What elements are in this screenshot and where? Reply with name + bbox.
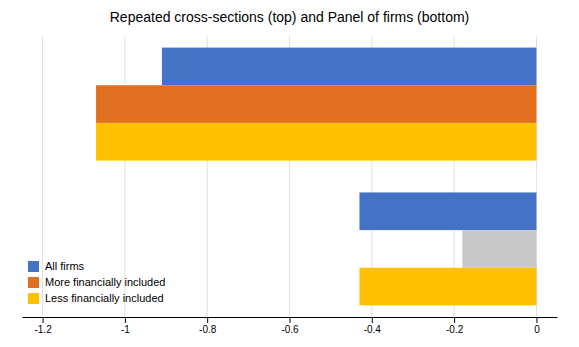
legend: All firms More financially included Less f… [28, 260, 165, 304]
tick-mark [125, 317, 126, 323]
grid-line [42, 36, 43, 317]
legend-label: Less financially included [45, 292, 164, 304]
bar [162, 48, 537, 86]
bar [462, 230, 536, 268]
bar [96, 123, 536, 161]
bars [96, 48, 536, 306]
tick-label: -0.2 [446, 324, 464, 335]
tick-mark [207, 317, 208, 323]
tick-label: -0.4 [364, 324, 382, 335]
legend-item: Less financially included [28, 292, 164, 304]
x-axis: -1.2 -1 -0.8 -0.6 -0.4 -0.2 0 [23, 317, 558, 335]
tick-mark [454, 317, 455, 323]
chart: Repeated cross-sections (top) and Panel … [0, 0, 579, 347]
grid [43, 36, 537, 317]
tick-label: -1.2 [34, 324, 52, 335]
title: Repeated cross-sections (top) and Panel … [110, 9, 470, 25]
tick: -1 [121, 317, 130, 335]
grid-line [124, 36, 125, 317]
tick: -1.2 [34, 317, 52, 335]
legend-label: All firms [45, 260, 85, 272]
plot: -1.2 -1 -0.8 -0.6 -0.4 -0.2 0 All firms More fin… [23, 36, 558, 335]
legend-label: More financially included [45, 276, 165, 288]
legend-item: More financially included [28, 276, 165, 288]
bar [359, 268, 536, 306]
tick-label: -0.6 [281, 324, 299, 335]
tick-mark [372, 317, 373, 323]
legend-swatch [28, 293, 39, 304]
tick-label: 0 [534, 324, 540, 335]
tick-mark [536, 317, 537, 323]
tick: -0.4 [364, 317, 382, 335]
legend-swatch [28, 277, 39, 288]
tick: -0.8 [199, 317, 217, 335]
tick-label: -0.8 [199, 324, 217, 335]
bar [96, 85, 536, 123]
tick: -0.6 [281, 317, 299, 335]
tick-mark [43, 317, 44, 323]
tick-label: -1 [121, 324, 130, 335]
legend-swatch [28, 261, 39, 272]
tick: -0.2 [446, 317, 464, 335]
tick: 0 [534, 317, 540, 335]
tick-mark [290, 317, 291, 323]
bar [359, 192, 536, 230]
legend-item: All firms [28, 260, 85, 272]
